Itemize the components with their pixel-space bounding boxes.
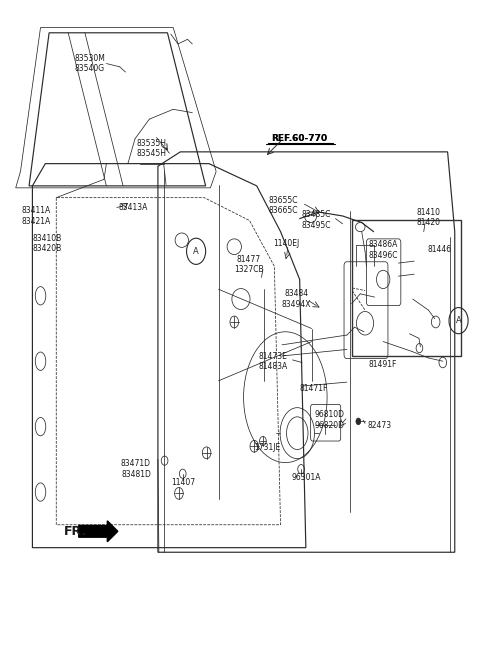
Text: 83530M
83540G: 83530M 83540G [74, 54, 105, 73]
Text: 1731JE: 1731JE [254, 443, 281, 452]
Text: FR.: FR. [63, 525, 86, 538]
Text: 83410B
83420B: 83410B 83420B [32, 234, 61, 253]
Bar [352, 220, 461, 356]
Text: 83486A
83496C: 83486A 83496C [369, 240, 398, 260]
Text: 81477
1327CB: 81477 1327CB [234, 255, 264, 274]
Text: REF.60-770: REF.60-770 [272, 134, 328, 143]
FancyArrow shape [79, 521, 118, 542]
Text: 83485C
83495C: 83485C 83495C [301, 210, 331, 229]
Text: 82473: 82473 [367, 421, 391, 430]
Text: 96301A: 96301A [291, 473, 321, 482]
Text: 81446: 81446 [427, 246, 452, 254]
Text: 81473E
81483A: 81473E 81483A [259, 351, 288, 371]
Circle shape [356, 418, 361, 424]
Text: 96810D
96820D: 96810D 96820D [315, 411, 345, 430]
Text: REF.60-770: REF.60-770 [272, 134, 328, 143]
Text: 11407: 11407 [172, 478, 196, 487]
Text: A: A [193, 247, 199, 256]
Text: 81410
81420: 81410 81420 [417, 208, 441, 227]
Text: 83484
83494X: 83484 83494X [282, 289, 311, 309]
Text: 83471D
83481D: 83471D 83481D [121, 459, 151, 479]
Text: 83413A: 83413A [118, 203, 148, 212]
Text: 81491F: 81491F [369, 360, 397, 369]
Text: 83655C
83665C: 83655C 83665C [268, 196, 298, 215]
Text: A: A [456, 316, 461, 325]
Text: 83535H
83545H: 83535H 83545H [137, 139, 167, 158]
Text: 81471F: 81471F [300, 384, 328, 393]
Text: 1140EJ: 1140EJ [274, 239, 300, 248]
Text: 83411A
83421A: 83411A 83421A [21, 206, 50, 225]
